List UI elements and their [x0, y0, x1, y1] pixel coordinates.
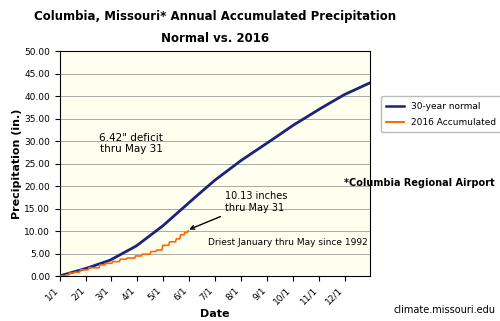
Text: climate.missouri.edu: climate.missouri.edu — [393, 305, 495, 315]
Y-axis label: Precipitation (in.): Precipitation (in.) — [12, 108, 22, 219]
Legend: 30-year normal, 2016 Accumulated: 30-year normal, 2016 Accumulated — [380, 96, 500, 132]
X-axis label: Date: Date — [200, 309, 230, 319]
Text: 10.13 inches
thru May 31: 10.13 inches thru May 31 — [190, 191, 287, 229]
Text: Columbia, Missouri* Annual Accumulated Precipitation: Columbia, Missouri* Annual Accumulated P… — [34, 10, 396, 22]
Text: Normal vs. 2016: Normal vs. 2016 — [161, 32, 269, 45]
Text: 6.42" deficit
thru May 31: 6.42" deficit thru May 31 — [100, 133, 164, 154]
Text: *Columbia Regional Airport: *Columbia Regional Airport — [344, 178, 495, 188]
Text: Driest January thru May since 1992: Driest January thru May since 1992 — [208, 238, 368, 247]
